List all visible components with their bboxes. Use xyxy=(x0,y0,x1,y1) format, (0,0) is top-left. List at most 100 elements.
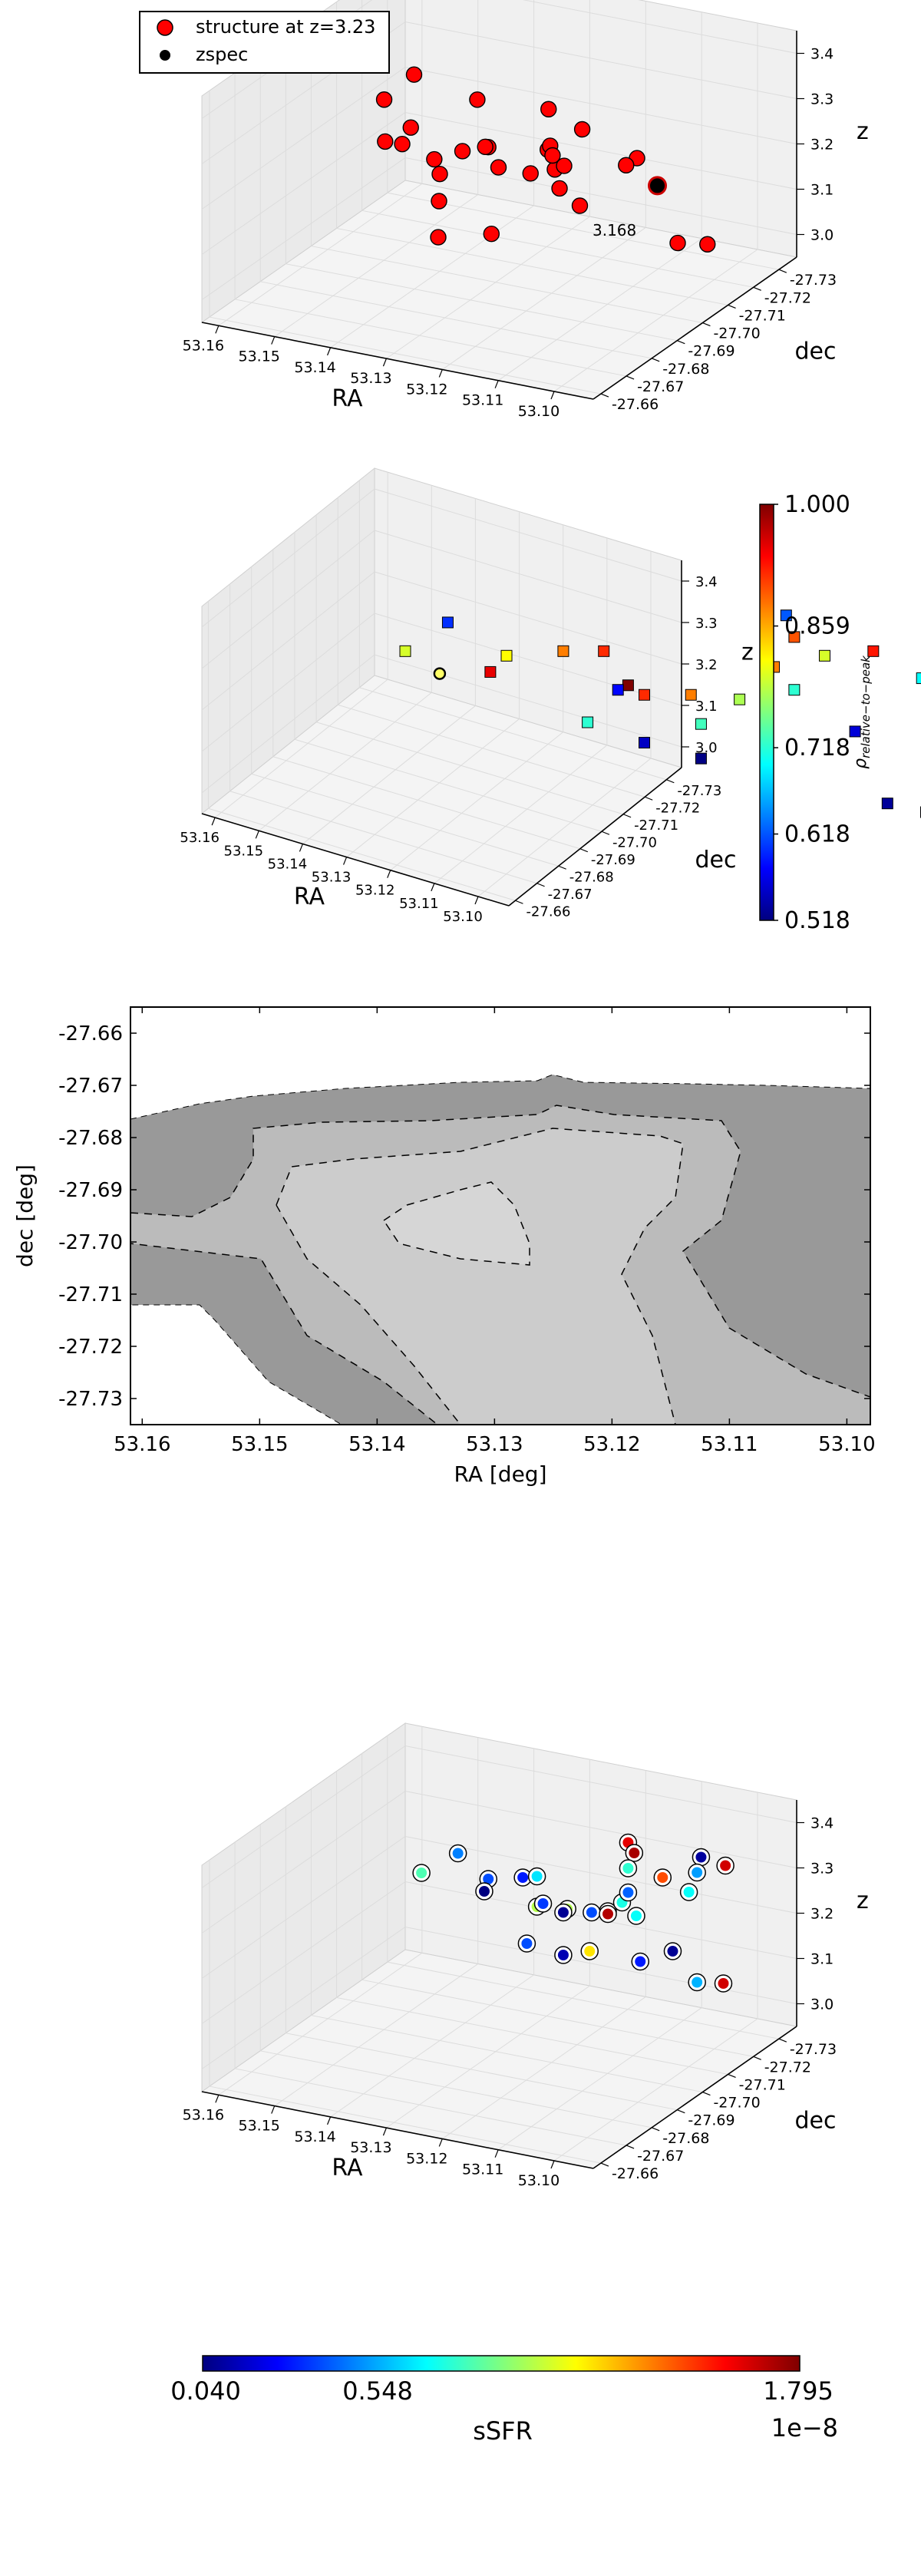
x-tick-mark xyxy=(474,896,479,905)
y-tick-mark xyxy=(702,2092,711,2096)
y-tick-mark xyxy=(778,2038,787,2043)
gridline xyxy=(229,791,537,884)
structure-point xyxy=(699,236,716,253)
ssfr-offset: 1e−8 xyxy=(771,2413,838,2442)
gridline xyxy=(404,112,797,190)
y-tick-label: -27.72 xyxy=(58,1336,123,1359)
x-tick-label: 53.14 xyxy=(268,856,308,872)
contour-inner xyxy=(276,1128,684,1425)
y-tick-mark xyxy=(753,286,761,291)
colorbar-tick-label: 0.618 xyxy=(784,821,850,848)
x-tick-label: 53.11 xyxy=(701,1433,758,1456)
zspec-annotation: 3.168 xyxy=(593,221,636,239)
colorbar-ticks: 0.518 0.618 0.718 0.859 1.000 xyxy=(774,491,850,934)
gridline xyxy=(201,530,375,669)
density-point xyxy=(612,684,624,696)
structure-point xyxy=(454,143,471,160)
z-tick-label: 3.3 xyxy=(810,1861,834,1878)
gridline xyxy=(251,773,559,867)
y-tick-label: -27.67 xyxy=(548,887,593,903)
axis-line xyxy=(593,2026,797,2169)
ssfr-point xyxy=(635,1956,646,1967)
y-tick-label: -27.73 xyxy=(58,1388,123,1411)
axis-line xyxy=(201,322,594,400)
y-tick-label: -27.71 xyxy=(739,2076,786,2093)
ssfr-point xyxy=(517,1872,529,1883)
gridline xyxy=(234,2068,627,2146)
ssfr-point xyxy=(630,1911,642,1921)
density-point xyxy=(484,665,497,678)
y-tick-label: -27.71 xyxy=(739,307,786,324)
y-tick-label: -27.73 xyxy=(790,272,837,289)
ssfr-point xyxy=(695,1851,707,1863)
y-tick-label: -27.66 xyxy=(526,903,570,920)
z-tick-label: 3.1 xyxy=(810,182,834,199)
density-point xyxy=(788,684,801,696)
ssfr-tick-max: 1.795 xyxy=(763,2376,834,2406)
ssfr-point xyxy=(720,1860,731,1871)
y-tick-label: -27.73 xyxy=(790,2041,837,2058)
structure-point xyxy=(426,150,443,168)
z-tick-label: 3.0 xyxy=(695,740,718,756)
gridline xyxy=(497,238,702,381)
density-point xyxy=(582,716,594,728)
ssfr-point xyxy=(416,1868,427,1878)
x-tick-mark xyxy=(382,2127,387,2136)
gridline xyxy=(201,157,406,300)
gridline xyxy=(404,1745,797,1823)
gridline xyxy=(374,654,682,748)
gridline xyxy=(359,687,667,781)
y-tick-label: -27.67 xyxy=(637,2148,684,2165)
gridline xyxy=(201,1745,406,1888)
x-tick-label: 53.13 xyxy=(350,2139,391,2156)
y-tick-label: -27.69 xyxy=(688,343,734,360)
structure-point xyxy=(477,138,494,156)
x-tick-mark xyxy=(271,2105,276,2114)
y-tick-label: -27.71 xyxy=(634,817,678,834)
density-point xyxy=(685,689,697,701)
structure-point xyxy=(540,101,557,117)
ssfr-point xyxy=(692,1867,703,1878)
y-tick-mark xyxy=(536,883,545,887)
gridline xyxy=(477,758,652,897)
gridline xyxy=(260,281,652,359)
y-tick-mark xyxy=(644,796,653,801)
gridline xyxy=(434,745,608,884)
gridline xyxy=(258,692,432,831)
legend-label-zspec: zspec xyxy=(196,44,248,65)
gridline xyxy=(209,316,602,395)
y-axis-label: dec xyxy=(695,847,737,874)
z-tick-label: 3.1 xyxy=(810,1951,834,1968)
x-tick-label: 53.16 xyxy=(183,2106,224,2123)
gridline xyxy=(272,756,580,850)
density-point xyxy=(695,718,707,730)
structure-point xyxy=(483,226,500,243)
z-axis-label: z xyxy=(741,639,754,666)
z-tick-label: 3.3 xyxy=(695,616,718,632)
gridline xyxy=(336,227,728,305)
y-axis-label: dec xyxy=(795,2108,837,2135)
y-tick-mark xyxy=(601,831,610,835)
structure-point xyxy=(402,119,419,136)
contour-ticks: 53.16 53.15 53.14 53.13 53.12 53.11 53.10 -27.6… xyxy=(58,1007,876,1456)
ssfr-colorbar xyxy=(202,2355,801,2372)
z-tick-label: 3.0 xyxy=(810,227,834,244)
panel-5-colorbar-ssfr: 0.040 0.548 1.795 1e−8 sSFR xyxy=(170,2355,838,2446)
panel-3-contour: 53.16 53.15 53.14 53.13 53.12 53.11 53.10 -27.6… xyxy=(12,1006,876,1487)
structure-point xyxy=(573,121,591,138)
gridline xyxy=(311,2015,703,2093)
contour-xlabel: RA [deg] xyxy=(454,1461,547,1487)
z-tick-label: 3.3 xyxy=(810,91,834,108)
y-tick-label: -27.72 xyxy=(764,2059,811,2076)
x-tick-label: 53.16 xyxy=(180,830,220,846)
y-axis-label: dec xyxy=(795,339,837,365)
ssfr-point xyxy=(584,1946,596,1957)
x-tick-label: 53.16 xyxy=(183,337,224,354)
zspec-point xyxy=(648,176,667,196)
axis-line xyxy=(508,767,682,907)
y-tick-mark xyxy=(515,900,523,904)
ssfr-point xyxy=(692,1977,703,1988)
x-tick-mark xyxy=(215,2095,220,2103)
